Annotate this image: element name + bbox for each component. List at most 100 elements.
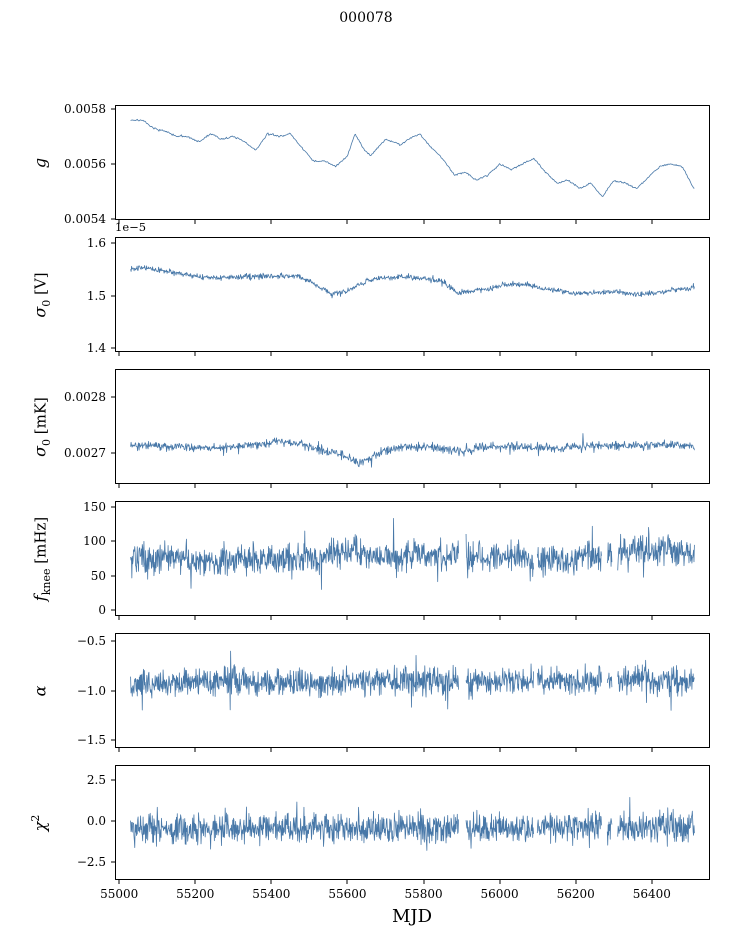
x-tick-mark (270, 484, 272, 488)
y-tick-mark (111, 295, 115, 297)
y-tick-mark (111, 108, 115, 110)
ylabel-symbol: g (30, 157, 50, 168)
x-tick-mark (575, 484, 577, 488)
x-tick-mark (499, 352, 501, 356)
y-tick-mark (111, 242, 115, 244)
plot-canvas-alpha (115, 633, 710, 748)
x-tick-mark (118, 220, 120, 224)
y-tick-mark (111, 820, 115, 822)
x-tick-mark (194, 880, 196, 884)
y-tick-label: 2.5 (86, 772, 106, 787)
x-tick-mark (499, 484, 501, 488)
plot-canvas-sigma0-v (115, 237, 710, 352)
y-tick-mark (111, 575, 115, 577)
plot-canvas-g (115, 105, 710, 220)
x-axis-label: MJD (391, 906, 433, 927)
y-tick-label: −1.5 (76, 733, 106, 748)
plot-canvas-fknee (115, 501, 710, 616)
ylabel-symbol: σ (30, 306, 50, 318)
x-tick-mark (651, 616, 653, 620)
ylabel-unit: [V] (31, 271, 50, 300)
y-tick-mark (111, 861, 115, 863)
ylabel-unit: [mK] (31, 396, 50, 439)
x-tick-mark (575, 352, 577, 356)
ylabel-sigma0-v: σ0 [V] (29, 272, 53, 317)
x-tick-label: 55400 (252, 887, 291, 901)
y-tick-mark (111, 396, 115, 398)
y-tick-label: 1.6 (86, 236, 106, 251)
x-tick-mark (499, 220, 501, 224)
panel-chi2: χ2 2.5 0.0 −2.5 55000 55200 55400 55600 55800 56… (29, 765, 710, 900)
x-tick-mark (651, 220, 653, 224)
ylabel-symbol: σ (30, 445, 50, 457)
y-tick-label: 1.4 (86, 340, 106, 355)
y-tick-label: 100 (83, 534, 106, 549)
x-tick-mark (118, 352, 120, 356)
panel-g: g 0.0054 0.0056 0.0058 (31, 103, 710, 225)
x-tick-mark (118, 616, 120, 620)
ylabel-subscript: 0 (39, 438, 53, 446)
x-tick-mark (346, 484, 348, 488)
y-tick-mark (111, 540, 115, 542)
x-tick-mark (118, 748, 120, 752)
x-tick-mark (423, 352, 425, 356)
ylabel-subscript: knee (39, 567, 53, 595)
y-tick-label: 0 (98, 603, 106, 618)
y-tick-mark (111, 452, 115, 454)
x-tick-mark (346, 352, 348, 356)
x-tick-mark (575, 748, 577, 752)
x-tick-mark (499, 880, 501, 884)
ylabel-fknee: fknee [mHz] (29, 516, 53, 600)
y-tick-mark (111, 739, 115, 741)
x-tick-label: 55800 (404, 887, 443, 901)
x-tick-mark (575, 880, 577, 884)
x-tick-mark (423, 484, 425, 488)
ylabel-symbol: χ (30, 821, 50, 831)
ylabel-superscript: 2 (29, 814, 43, 822)
x-tick-mark (346, 220, 348, 224)
x-tick-mark (423, 220, 425, 224)
y-tick-label: 0.0028 (64, 390, 106, 405)
x-tick-mark (651, 352, 653, 356)
x-tick-mark (194, 220, 196, 224)
x-tick-label: 55600 (328, 887, 367, 901)
y-tick-label: 50 (90, 568, 106, 583)
ylabel-g: g (29, 157, 53, 167)
x-tick-mark (651, 748, 653, 752)
x-tick-mark (270, 352, 272, 356)
y-tick-mark (111, 609, 115, 611)
ylabel-sigma0-mk: σ0 [mK] (29, 397, 53, 457)
x-tick-label: 56400 (632, 887, 671, 901)
x-tick-label: 56200 (556, 887, 595, 901)
y-tick-mark (111, 640, 115, 642)
ylabel-symbol: f (30, 594, 50, 601)
x-tick-mark (194, 352, 196, 356)
y-tick-label: 150 (83, 499, 106, 514)
x-tick-mark (270, 880, 272, 884)
panel-sigma0-mk: σ0 [mK] 0.0027 0.0028 (31, 369, 710, 488)
y-tick-label: 0.0056 (64, 156, 106, 171)
y-tick-mark (111, 218, 115, 220)
y-tick-label: −0.5 (76, 633, 106, 648)
panel-sigma0-v: σ0 [V] 1e−5 1.4 1.5 1.6 (31, 220, 710, 356)
y-tick-mark (111, 163, 115, 165)
ylabel-chi2: χ2 (29, 814, 53, 831)
ylabel-unit: [mHz] (31, 516, 50, 568)
y-tick-label: 0.0058 (64, 102, 106, 117)
x-tick-mark (423, 748, 425, 752)
ylabel-alpha: α (29, 685, 53, 696)
x-tick-mark (194, 748, 196, 752)
x-tick-mark (346, 748, 348, 752)
x-tick-mark (575, 616, 577, 620)
x-tick-mark (499, 616, 501, 620)
x-tick-label: 55000 (100, 887, 139, 901)
x-tick-mark (270, 220, 272, 224)
x-tick-mark (499, 748, 501, 752)
y-tick-mark (111, 779, 115, 781)
axis-offset-text: 1e−5 (115, 220, 147, 234)
x-tick-label: 55200 (176, 887, 215, 901)
plot-canvas-chi2 (115, 765, 710, 880)
ylabel-subscript: 0 (39, 299, 53, 307)
y-tick-label: 1.5 (86, 288, 106, 303)
